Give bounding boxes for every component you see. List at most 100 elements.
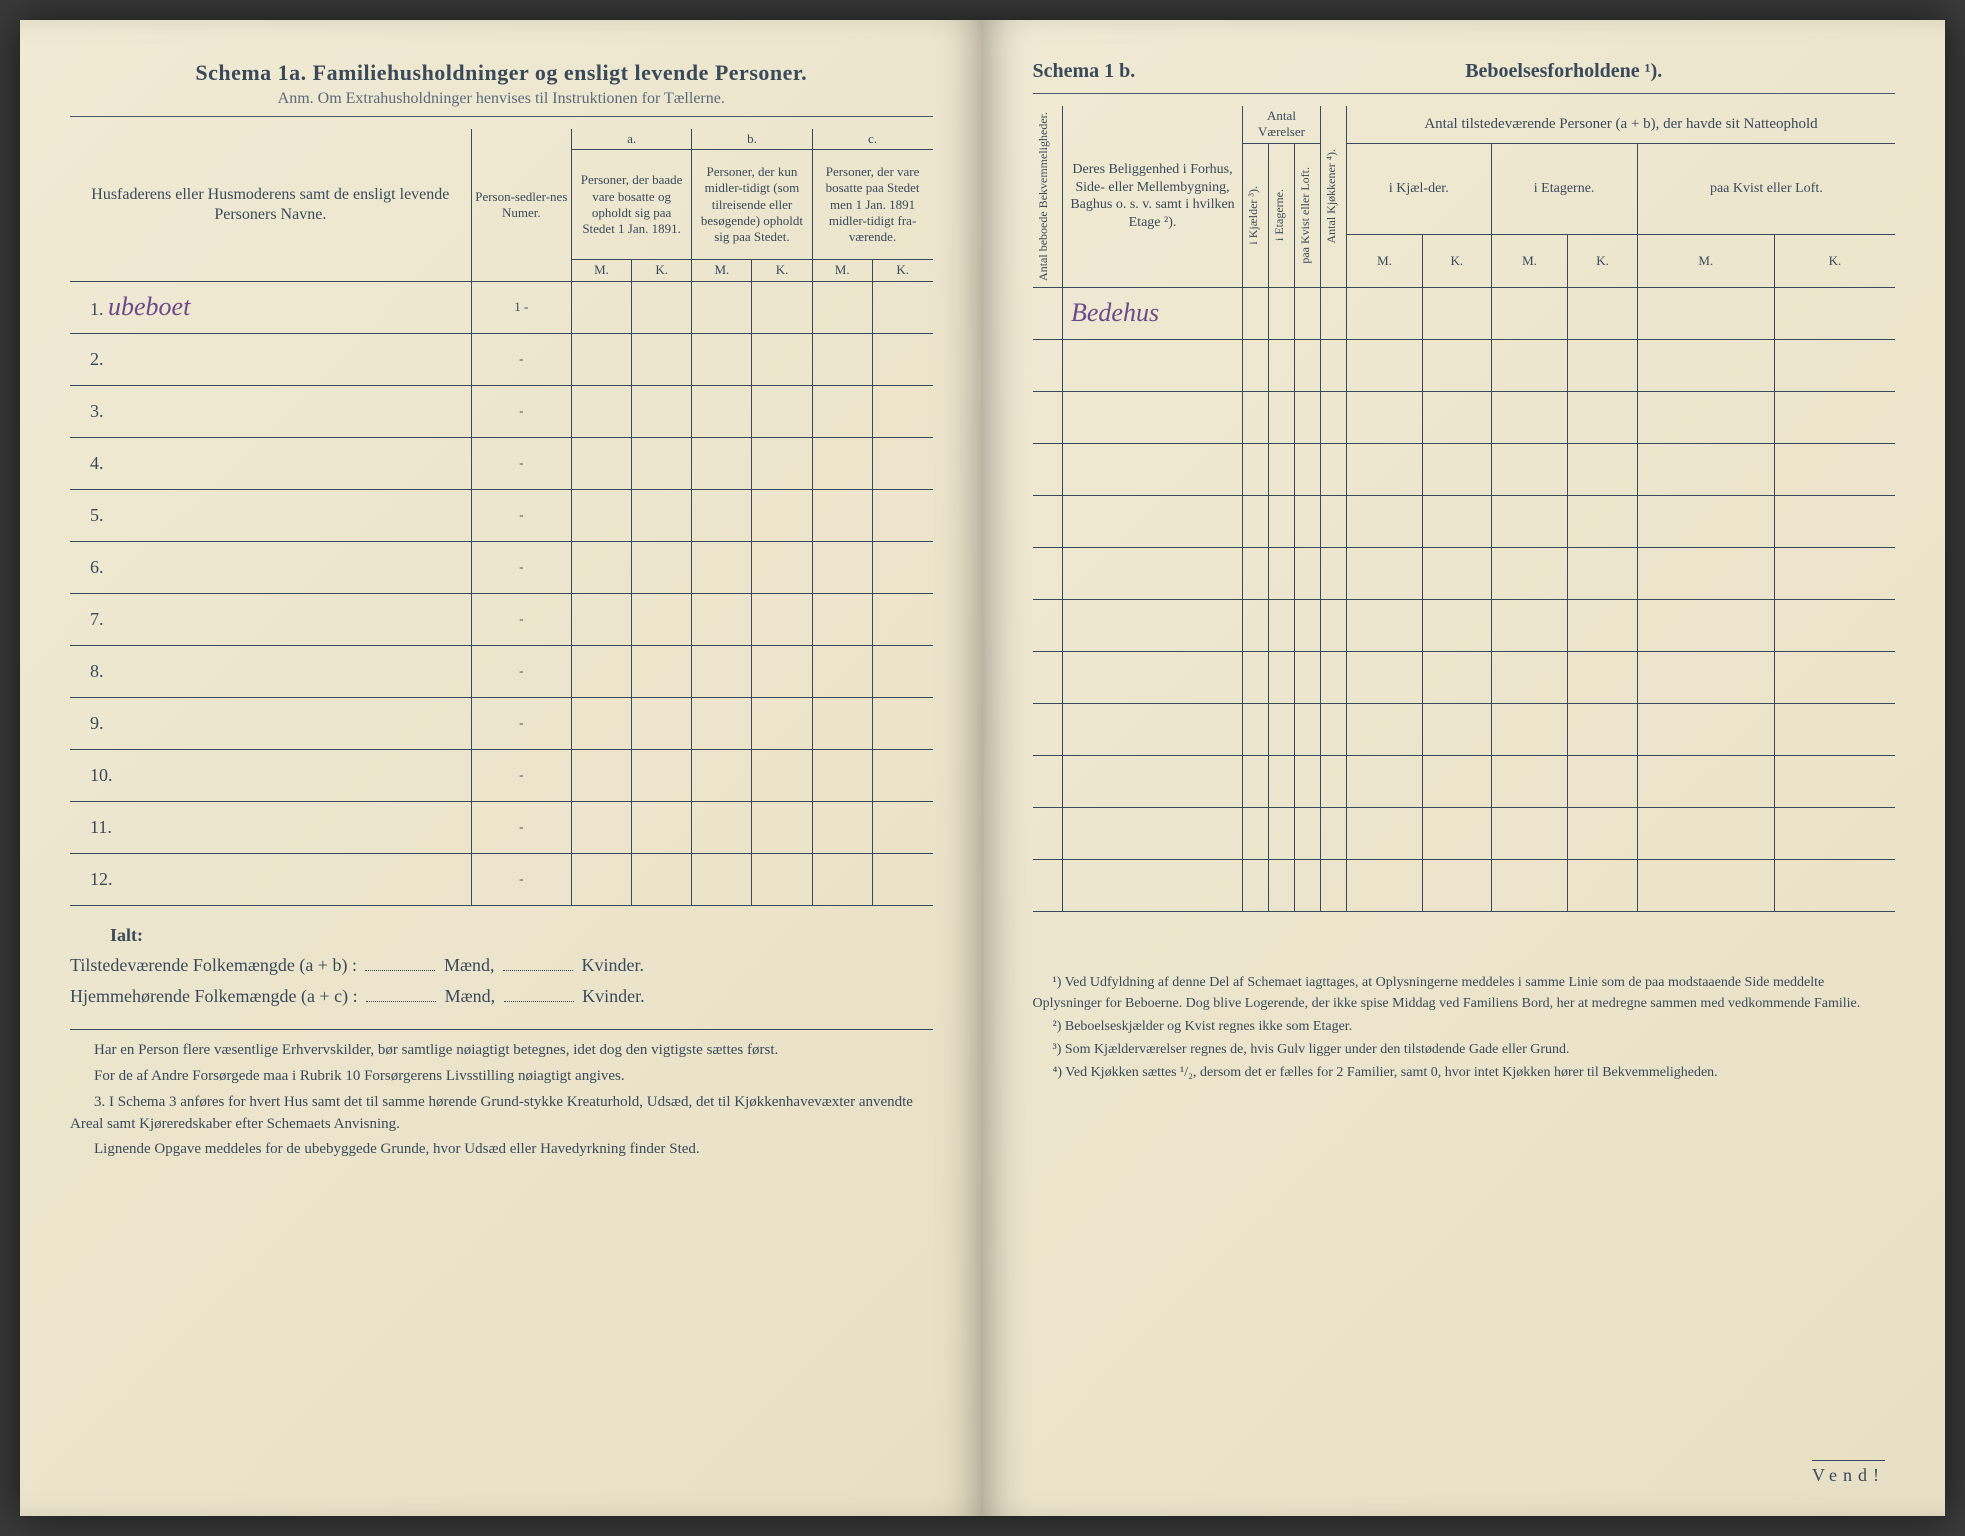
data-cell [1637, 547, 1774, 599]
maend-label: Mænd, [444, 955, 495, 975]
table-row [1033, 859, 1896, 911]
data-cell [1423, 651, 1492, 703]
data-cell [1321, 599, 1347, 651]
data-cell [1637, 807, 1774, 859]
data-cell [1347, 391, 1423, 443]
data-cell [1568, 547, 1637, 599]
data-cell [752, 697, 812, 749]
data-cell [692, 697, 752, 749]
footnote-paragraph: ³) Som Kjælderværelser regnes de, hvis G… [1033, 1039, 1896, 1060]
group-b-text: Personer, der kun midler-tidigt (som til… [692, 150, 812, 260]
data-cell [1243, 703, 1269, 755]
data-cell [1423, 703, 1492, 755]
data-cell [632, 281, 692, 333]
data-cell [1423, 755, 1492, 807]
belig-cell [1063, 339, 1243, 391]
table-row [1033, 755, 1896, 807]
data-cell [1347, 755, 1423, 807]
data-cell [692, 437, 752, 489]
note-paragraph: Har en Person flere væsentlige Erhvervsk… [70, 1040, 933, 1062]
data-cell [1637, 859, 1774, 911]
data-cell [872, 697, 932, 749]
data-cell [1491, 443, 1568, 495]
mk-header: M. [1637, 234, 1774, 287]
table-row: 1. ubeboet1 - [70, 281, 933, 333]
data-cell [872, 541, 932, 593]
data-cell [812, 385, 872, 437]
data-cell [1568, 703, 1637, 755]
data-cell [1491, 391, 1568, 443]
data-cell [752, 385, 812, 437]
data-cell [872, 593, 932, 645]
data-cell [1637, 443, 1774, 495]
data-cell [1243, 599, 1269, 651]
data-cell [692, 281, 752, 333]
data-cell [812, 489, 872, 541]
belig-cell [1063, 859, 1243, 911]
ialt-label: Ialt: [110, 925, 143, 945]
data-cell [812, 593, 872, 645]
col-belig-header: Deres Beliggenhed i Forhus, Side- eller … [1063, 106, 1243, 287]
data-cell [872, 281, 932, 333]
mk-header: K. [632, 260, 692, 281]
data-cell [1295, 443, 1321, 495]
mk-header: K. [1568, 234, 1637, 287]
table-row [1033, 443, 1896, 495]
data-cell [571, 749, 631, 801]
belig-cell: Bedehus [1063, 287, 1243, 339]
data-cell [872, 801, 932, 853]
belig-cell [1063, 755, 1243, 807]
data-cell [632, 853, 692, 905]
vaer-kjaelder: i Kjælder ³). [1246, 182, 1261, 249]
group-a-text: Personer, der baade vare bosatte og opho… [571, 150, 691, 260]
data-cell [1269, 339, 1295, 391]
data-cell [1774, 547, 1895, 599]
data-cell [1295, 287, 1321, 339]
data-cell [692, 593, 752, 645]
table-row: 4.- [70, 437, 933, 489]
data-cell [1774, 599, 1895, 651]
data-cell [1347, 443, 1423, 495]
belig-cell [1063, 599, 1243, 651]
kvinder-label: Kvinder. [581, 955, 644, 975]
row-number-cell: 6. [70, 541, 471, 593]
handwritten-entry: ubeboet [108, 292, 190, 322]
bekv-cell [1033, 391, 1063, 443]
data-cell [1269, 755, 1295, 807]
col-names-header: Husfaderens eller Husmoderens samt de en… [70, 129, 471, 281]
data-cell [1269, 287, 1295, 339]
data-cell [1637, 599, 1774, 651]
data-cell [1321, 495, 1347, 547]
data-cell [812, 437, 872, 489]
data-cell [1243, 859, 1269, 911]
table-row: 5.- [70, 489, 933, 541]
data-cell [812, 801, 872, 853]
data-cell [1637, 651, 1774, 703]
person-number-cell: - [471, 645, 571, 697]
mk-header: K. [872, 260, 932, 281]
schema-1b-title: Beboelsesforholdene ¹). [1233, 60, 1896, 83]
table-row [1033, 599, 1896, 651]
note-paragraph: Lignende Opgave meddeles for de ubebygge… [70, 1139, 933, 1161]
data-cell [692, 541, 752, 593]
data-cell [1295, 755, 1321, 807]
row-number-cell: 11. [70, 801, 471, 853]
person-number-cell: - [471, 541, 571, 593]
belig-cell [1063, 495, 1243, 547]
group-c-label: c. [812, 129, 932, 150]
data-cell [571, 489, 631, 541]
mk-header: K. [752, 260, 812, 281]
data-cell [1321, 287, 1347, 339]
data-cell [1568, 807, 1637, 859]
row-number-cell: 10. [70, 749, 471, 801]
schema-1a-note: Anm. Om Extrahusholdninger henvises til … [70, 90, 933, 108]
table-row [1033, 547, 1896, 599]
data-cell [1423, 287, 1492, 339]
table-row [1033, 651, 1896, 703]
person-number-cell: - [471, 801, 571, 853]
divider [1033, 93, 1896, 94]
data-cell [1295, 599, 1321, 651]
data-cell [1243, 651, 1269, 703]
pers-kvist: paa Kvist eller Loft. [1637, 143, 1895, 234]
data-cell [571, 645, 631, 697]
